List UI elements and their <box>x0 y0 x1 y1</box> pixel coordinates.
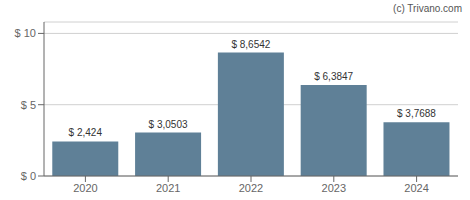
svg-text:2022: 2022 <box>239 182 263 194</box>
svg-text:2020: 2020 <box>73 182 97 194</box>
html-text:(c) Trivano.com: (c) Trivano.com <box>393 3 462 14</box>
svg-text:$ 3,7688: $ 3,7688 <box>397 108 436 119</box>
svg-text:2024: 2024 <box>404 182 428 194</box>
svg-text:$ 0: $ 0 <box>21 170 36 182</box>
svg-text:$ 6,3847: $ 6,3847 <box>314 71 353 82</box>
svg-text:$ 2,424: $ 2,424 <box>69 127 103 138</box>
svg-text:2021: 2021 <box>156 182 180 194</box>
svg-text:$ 8,6542: $ 8,6542 <box>231 39 270 50</box>
svg-text:2023: 2023 <box>322 182 346 194</box>
svg-text:$ 10: $ 10 <box>15 27 36 39</box>
svg-text:$ 3,0503: $ 3,0503 <box>149 119 188 130</box>
svg-text:$ 5: $ 5 <box>21 99 36 111</box>
